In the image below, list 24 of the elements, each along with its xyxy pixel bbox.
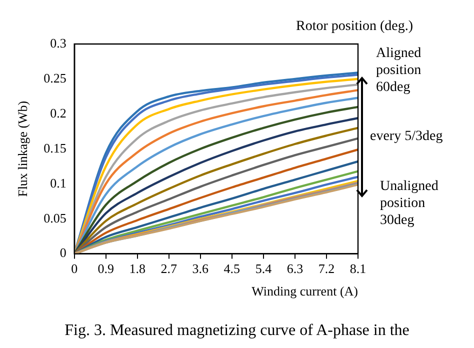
y-tick-label: 0.3 xyxy=(50,35,66,50)
y-tick-label: 0.25 xyxy=(44,70,66,86)
y-tick-label: 0 xyxy=(60,245,66,260)
text: Unaligned position 30deg xyxy=(380,178,440,229)
x-tick-label: 4.5 xyxy=(224,261,240,276)
x-tick-label: 5.4 xyxy=(255,261,272,276)
x-tick-label: 2.7 xyxy=(160,261,178,276)
text: Aligned position 60deg xyxy=(376,45,422,96)
y-tick-label: 0.05 xyxy=(44,210,66,226)
y-tick-label: 0.2 xyxy=(50,105,66,120)
text: Rotor position (deg.) xyxy=(296,18,414,35)
text: every 5/3deg xyxy=(370,128,444,145)
x-tick-label: 6.3 xyxy=(286,261,304,276)
x-tick-label: 0.9 xyxy=(98,261,114,276)
x-tick-label: 0 xyxy=(71,261,78,276)
y-tick-label: 0.1 xyxy=(50,175,66,190)
x-axis-title: Winding current (A) xyxy=(252,284,358,299)
x-tick-label: 3.6 xyxy=(192,261,210,276)
x-tick-label: 1.8 xyxy=(129,261,146,276)
caption: Fig. 3. Measured magnetizing curve of A-phase in the xyxy=(64,322,410,339)
y-tick-label: 0.15 xyxy=(44,140,66,156)
y-axis-title: Flux linkage (Wb) xyxy=(15,100,30,197)
x-tick-label: 8.1 xyxy=(350,261,366,276)
x-tick-label: 7.2 xyxy=(318,261,335,276)
